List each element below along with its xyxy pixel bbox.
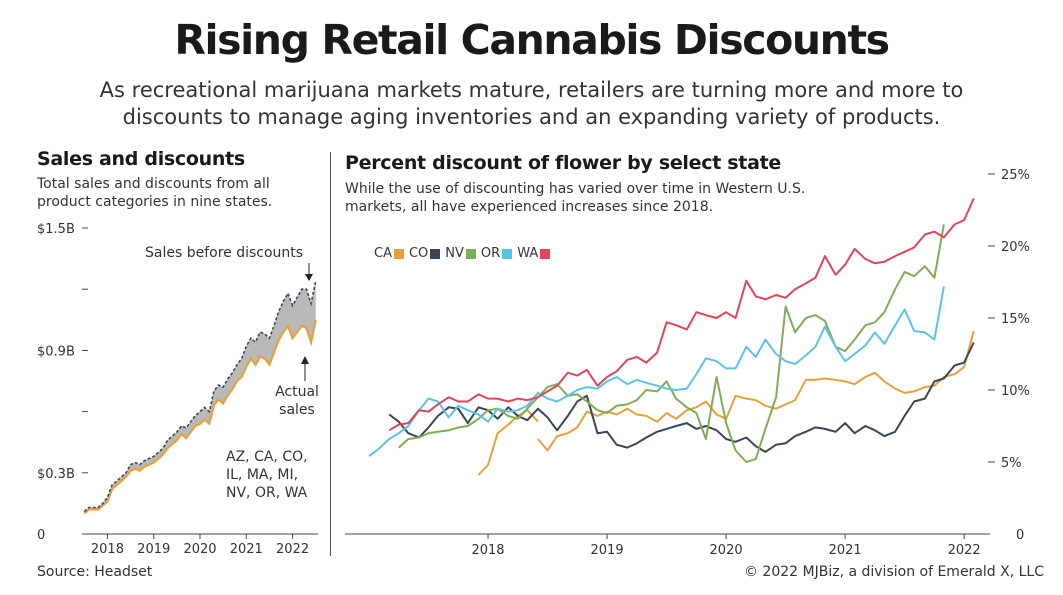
legend-swatch: [465, 248, 476, 259]
discount-area: [84, 281, 316, 514]
right-y-tick-label: 10%: [1001, 384, 1030, 399]
legend-label: WA: [517, 246, 539, 261]
legend-label: OR: [480, 246, 501, 261]
left-x-tick-label: 2018: [91, 542, 124, 557]
left-panel-title: Sales and discounts: [37, 148, 245, 170]
left-y-tick-label: 0: [37, 528, 45, 543]
right-panel-subtitle: While the use of discounting has varied …: [345, 181, 806, 215]
annotation-sales-before-discounts: Sales before discounts: [145, 245, 304, 261]
legend-label: CO: [408, 246, 429, 261]
series-line-or: [368, 286, 945, 457]
legend-item-wa: WA: [517, 246, 551, 261]
series-line-sales-before-discounts: [83, 280, 317, 513]
left-panel-subtitle: Total sales and discounts from all produ…: [37, 176, 273, 210]
left-x-tick-label: 2019: [137, 542, 170, 557]
legend-item-ca: CA: [374, 246, 404, 261]
panel-divider: [330, 152, 331, 556]
legend-item-nv: NV: [445, 246, 476, 261]
annotation-actual-sales: Actual sales: [275, 384, 319, 418]
left-x-tick-label: 2020: [183, 542, 216, 557]
legend-label: CA: [374, 246, 392, 261]
left-y-tick-label: $0.3B: [37, 467, 75, 482]
legend-item-or: OR: [480, 246, 513, 261]
left-y-tick-label: $1.5B: [37, 222, 75, 237]
right-x-tick-label: 2018: [471, 543, 504, 558]
legend: CA CO NV OR WA: [374, 246, 555, 261]
legend-swatch: [430, 248, 441, 259]
legend-item-co: CO: [408, 246, 441, 261]
right-x-tick-label: 2019: [591, 543, 624, 558]
right-x-tick-label: 2022: [948, 543, 981, 558]
source-note: Source: Headset: [37, 564, 153, 580]
left-x-tick-label: 2022: [276, 542, 309, 557]
right-x-tick-label: 2021: [829, 543, 862, 558]
arrowhead-actual-sales: [301, 356, 309, 364]
annotation-states: AZ, CA, CO, IL, MA, MI, NV, OR, WA: [226, 449, 308, 501]
left-x-tick-label: 2021: [230, 542, 263, 557]
right-y-tick-label: 0: [1016, 528, 1024, 543]
right-x-tick-label: 2020: [710, 543, 743, 558]
right-y-tick-label: 20%: [1001, 240, 1030, 255]
legend-swatch: [393, 248, 404, 259]
right-y-tick-label: 5%: [1001, 456, 1022, 471]
series-line-actual-sales: [83, 319, 317, 515]
series-line-wa: [388, 198, 975, 432]
copyright-note: © 2022 MJBiz, a division of Emerald X, L…: [743, 564, 1044, 580]
right-y-tick-label: 15%: [1001, 312, 1030, 327]
left-y-tick-label: $0.9B: [37, 344, 75, 359]
legend-swatch: [540, 248, 551, 259]
right-panel-title: Percent discount of flower by select sta…: [345, 152, 781, 174]
series-line-ca: [537, 330, 975, 452]
main-subtitle: As recreational marijuana markets mature…: [99, 78, 964, 129]
main-title: Rising Retail Cannabis Discounts: [174, 16, 890, 64]
legend-label: NV: [445, 246, 464, 261]
series-line-nv: [398, 224, 945, 463]
series-line-ca: [477, 409, 539, 476]
legend-swatch: [502, 248, 513, 259]
arrowhead-sales-before: [305, 274, 313, 281]
series-line-co: [388, 342, 975, 453]
right-y-tick-label: 25%: [1001, 168, 1030, 183]
